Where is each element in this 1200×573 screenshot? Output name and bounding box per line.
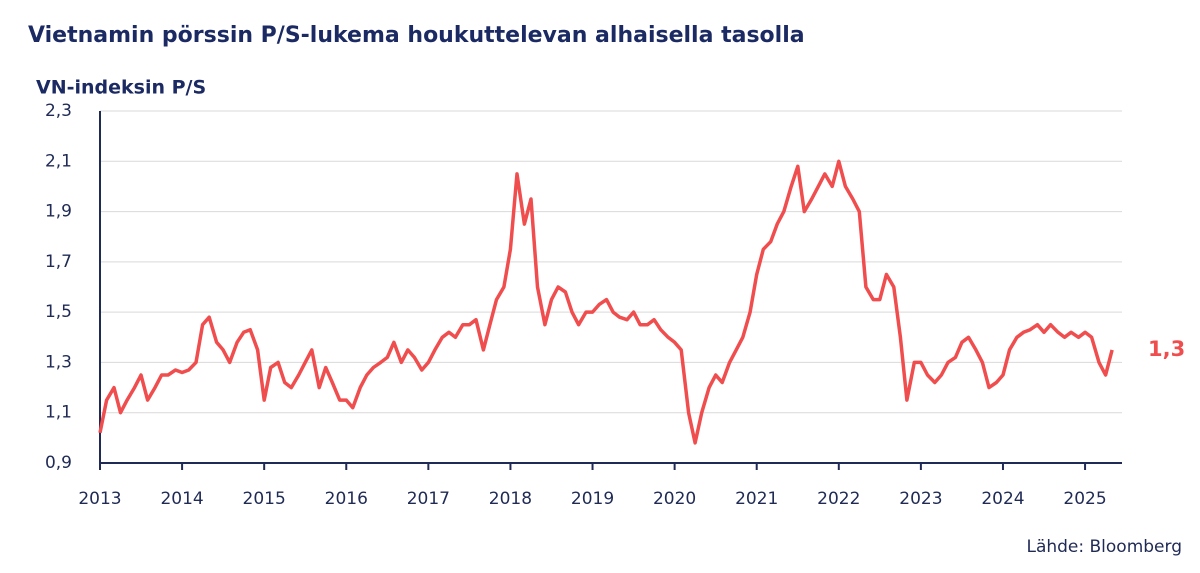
chart-title: Vietnamin pörssin P/S-lukema houkuttelev… bbox=[28, 23, 805, 48]
x-tick-label: 2013 bbox=[78, 489, 121, 509]
y-tick-label: 1,9 bbox=[45, 202, 72, 222]
data-line bbox=[98, 159, 1114, 445]
x-tick-label: 2015 bbox=[243, 489, 286, 509]
x-tick-label: 2024 bbox=[981, 489, 1024, 509]
x-tick-label: 2019 bbox=[571, 489, 614, 509]
x-tick-label: 2017 bbox=[407, 489, 450, 509]
y-tick-label: 0,9 bbox=[45, 453, 72, 473]
y-tick-label: 2,1 bbox=[45, 151, 72, 171]
y-axis-label: VN-indeksin P/S bbox=[36, 77, 206, 99]
x-tick-label: 2025 bbox=[1063, 489, 1106, 509]
x-tick-label: 2016 bbox=[325, 489, 368, 509]
source: Lähde: Bloomberg bbox=[1026, 537, 1182, 557]
x-tick-label: 2021 bbox=[735, 489, 778, 509]
y-tick-label: 1,1 bbox=[45, 403, 72, 423]
end-label: 1,3 bbox=[1148, 337, 1185, 361]
x-tick-label: 2022 bbox=[817, 489, 860, 509]
x-tick-label: 2023 bbox=[899, 489, 942, 509]
y-tick-label: 1,7 bbox=[45, 252, 72, 272]
x-tick-label: 2014 bbox=[160, 489, 203, 509]
x-tick-label: 2018 bbox=[489, 489, 532, 509]
x-tick-label: 2020 bbox=[653, 489, 696, 509]
y-tick-label: 1,5 bbox=[45, 302, 72, 322]
y-tick-label: 2,3 bbox=[45, 101, 72, 121]
y-tick-label: 1,3 bbox=[45, 352, 72, 372]
